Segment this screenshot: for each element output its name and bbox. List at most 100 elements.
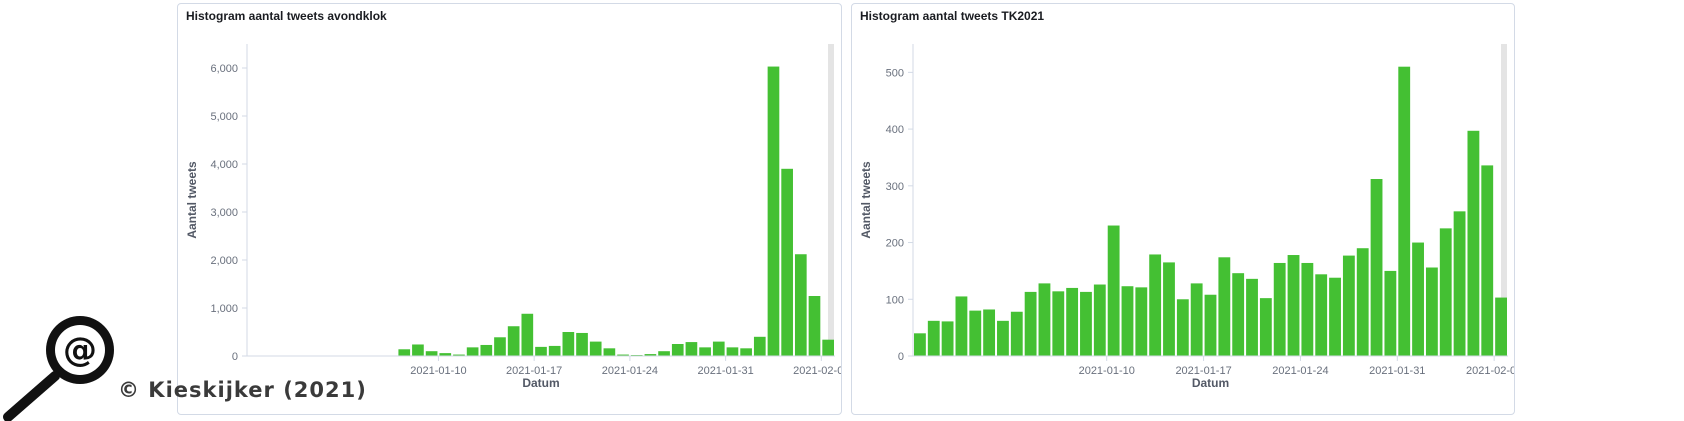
histogram-bar <box>439 353 452 356</box>
histogram-bar <box>1495 297 1507 356</box>
histogram-bar <box>1370 179 1383 356</box>
histogram-bar <box>1052 291 1065 356</box>
y-tick-label: 1,000 <box>210 303 238 315</box>
y-axis-title: Aantal tweets <box>185 161 199 239</box>
histogram-bar <box>1439 228 1452 356</box>
histogram-bar <box>425 351 438 356</box>
x-tick-label: 2021-02-07 <box>793 365 841 377</box>
histogram-bar <box>521 313 534 356</box>
y-tick-label: 0 <box>232 351 238 363</box>
histogram-bar <box>794 254 807 356</box>
y-tick-label: 200 <box>886 238 904 250</box>
histogram-bar <box>1425 267 1438 356</box>
histogram-bar <box>781 168 793 356</box>
histogram-bar <box>767 66 780 356</box>
copyright-text: © Kieskijker (2021) <box>118 378 367 402</box>
bar-chart-tk2021: 0 100 200 300 400 500 2021-01-10 2021-01-17 2021… <box>859 44 1514 390</box>
histogram-bar <box>726 347 739 356</box>
x-tick-label: 2021-01-31 <box>1369 365 1425 377</box>
x-tick-label: 2021-01-10 <box>1079 365 1135 377</box>
x-tick-label: 2021-01-17 <box>506 365 562 377</box>
histogram-bar <box>1384 270 1397 356</box>
histogram-bar <box>589 341 602 356</box>
histogram-bar <box>671 344 684 356</box>
x-tick-label: 2021-01-24 <box>1272 365 1328 377</box>
histogram-bar <box>644 354 657 356</box>
x-tick-label: 2021-01-24 <box>602 365 658 377</box>
histogram-bar <box>398 349 411 356</box>
histogram-bar <box>576 332 588 356</box>
svg-text:@: @ <box>63 330 97 370</box>
scroll-strip <box>828 44 834 356</box>
histogram-bar <box>1301 262 1314 356</box>
histogram-bar <box>712 341 725 356</box>
y-tick-label: 4,000 <box>210 159 238 171</box>
histogram-bar <box>1412 242 1424 356</box>
histogram-bar <box>1066 287 1079 356</box>
histogram-bar <box>1135 287 1148 356</box>
histogram-bar <box>494 337 506 356</box>
histogram-bar <box>1246 278 1258 356</box>
histogram-bar <box>983 309 996 356</box>
y-tick-label: 500 <box>886 67 904 79</box>
histogram-bar <box>1342 255 1355 356</box>
histogram-bar <box>535 346 547 356</box>
y-tick-label: 0 <box>898 351 904 363</box>
y-tick-label: 6,000 <box>210 63 238 75</box>
histogram-bar <box>1204 294 1217 356</box>
histogram-bar <box>753 336 766 356</box>
histogram-bar <box>1398 66 1411 356</box>
histogram-bar <box>1218 257 1231 356</box>
x-tick-label: 2021-01-17 <box>1175 365 1231 377</box>
histogram-bar <box>1121 286 1134 356</box>
histogram-bar <box>969 310 982 356</box>
histogram-bar <box>617 354 629 356</box>
histogram-bar <box>740 348 752 356</box>
histogram-bar <box>699 347 711 356</box>
histogram-bar <box>562 332 575 356</box>
histogram-bar <box>1190 283 1203 356</box>
histogram-bar <box>603 348 616 356</box>
y-tick-label: 400 <box>886 124 904 136</box>
x-tick-label: 2021-02-07 <box>1466 365 1514 377</box>
histogram-bar <box>1467 130 1480 356</box>
histogram-bar <box>1024 291 1037 356</box>
histogram-panel-tk2021: Histogram aantal tweets TK2021 0 100 200 30… <box>851 3 1515 415</box>
histogram-bar <box>1232 273 1245 356</box>
histogram-bar <box>1273 262 1286 356</box>
histogram-bar <box>1093 284 1106 356</box>
y-tick-label: 300 <box>886 181 904 193</box>
y-tick-label: 100 <box>886 294 904 306</box>
histogram-bar <box>997 320 1009 356</box>
histogram-bar <box>480 344 493 356</box>
histogram-bar <box>1315 274 1328 356</box>
histogram-bar <box>1453 211 1466 356</box>
kieskijker-logo-icon: @ <box>3 316 114 421</box>
histogram-bar <box>1149 254 1162 356</box>
histogram-bar <box>808 296 821 356</box>
scroll-strip <box>1501 44 1507 356</box>
histogram-bar <box>1107 225 1120 356</box>
histogram-bar <box>658 351 670 356</box>
y-tick-label: 3,000 <box>210 207 238 219</box>
histogram-bar <box>1481 165 1494 356</box>
panel-title: Histogram aantal tweets avondklok <box>186 9 387 23</box>
x-axis-title: Datum <box>1192 376 1229 390</box>
histogram-bar <box>822 339 834 356</box>
histogram-bar <box>466 347 479 356</box>
histogram-bar <box>1259 298 1272 356</box>
histogram-bar <box>1010 311 1023 356</box>
histogram-bar <box>914 333 926 356</box>
histogram-bar <box>1329 277 1341 356</box>
histogram-bar <box>412 344 424 356</box>
histogram-bar <box>548 345 561 356</box>
histogram-bar <box>955 296 968 356</box>
x-tick-label: 2021-01-10 <box>410 365 466 377</box>
histogram-bar <box>1080 291 1092 356</box>
bar-chart-avondklok: 0 1,000 2,000 3,000 4,000 5,000 6,000 2021-01-1… <box>185 44 841 390</box>
y-tick-label: 5,000 <box>210 111 238 123</box>
x-axis-title: Datum <box>522 376 559 390</box>
histogram-bar <box>1038 283 1051 356</box>
histogram-bar <box>1163 262 1175 356</box>
histogram-bar <box>927 320 940 356</box>
